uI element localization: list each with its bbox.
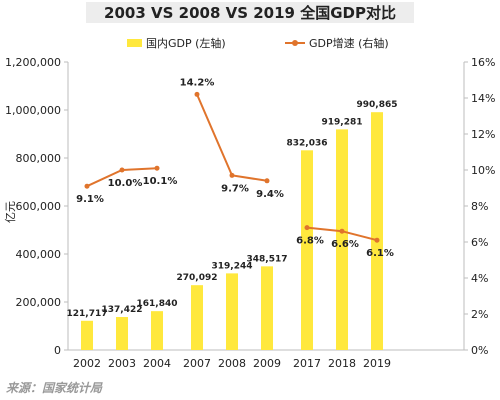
gdp-bar	[116, 317, 128, 350]
gdp-bar	[226, 273, 238, 350]
source-note: 来源：国家统计局	[6, 381, 103, 395]
x-axis-tick-label: 2018	[328, 357, 356, 370]
right-axis-tick-label: 0%	[471, 344, 488, 357]
right-axis-tick-label: 8%	[471, 200, 488, 213]
growth-point	[374, 237, 380, 243]
gdp-bar	[301, 150, 313, 350]
bar-value-label: 137,422	[102, 305, 143, 315]
growth-value-label: 6.6%	[331, 239, 359, 250]
bar-value-label: 919,281	[322, 117, 363, 127]
bar-value-label: 348,517	[247, 254, 288, 264]
growth-point	[154, 165, 160, 171]
gdp-bar	[191, 285, 203, 350]
gdp-bar	[151, 311, 163, 350]
x-axis-tick-label: 2019	[363, 357, 391, 370]
left-axis-tick-label: 200,000	[16, 296, 62, 309]
growth-value-label: 14.2%	[180, 77, 215, 88]
growth-value-label: 10.1%	[143, 176, 178, 187]
growth-value-label: 9.1%	[76, 194, 104, 205]
left-axis-tick-label: 600,000	[16, 200, 62, 213]
legend-bar-label: 国内GDP (左轴)	[146, 36, 226, 50]
right-axis-tick-label: 10%	[471, 164, 495, 177]
left-axis-label: 亿元	[4, 201, 17, 223]
growth-point	[84, 183, 90, 189]
legend-line-label: GDP增速 (右轴)	[309, 36, 389, 50]
x-axis-tick-label: 2017	[293, 357, 321, 370]
gdp-bar	[336, 129, 348, 350]
line-series	[84, 91, 380, 243]
x-axis-tick-label: 2004	[143, 357, 171, 370]
left-axis-tick-label: 1,200,000	[5, 56, 61, 69]
growth-point	[304, 225, 310, 231]
growth-value-label: 6.8%	[296, 236, 324, 247]
axes: 0 200,000 400,000 600,000 800,000 1,000,000 1,…	[5, 56, 495, 370]
x-axis-tick-label: 2008	[218, 357, 246, 370]
right-axis-tick-label: 2%	[471, 308, 488, 321]
growth-point	[339, 228, 345, 234]
legend-line-marker	[292, 40, 298, 46]
bar-value-label: 161,840	[137, 299, 178, 309]
right-axis-tick-label: 4%	[471, 272, 488, 285]
growth-point	[264, 178, 270, 184]
bar-value-label: 121,717	[67, 309, 108, 319]
right-axis-tick-label: 16%	[471, 56, 495, 69]
right-axis-tick-label: 14%	[471, 92, 495, 105]
growth-point	[194, 91, 200, 97]
growth-point	[119, 167, 125, 173]
growth-value-label: 9.4%	[256, 189, 284, 200]
gdp-bar	[261, 266, 273, 350]
x-axis-tick-label: 2003	[108, 357, 136, 370]
bar-value-label: 319,244	[212, 261, 253, 271]
gdp-bar	[81, 320, 93, 350]
left-axis-tick-label: 0	[54, 344, 61, 357]
growth-value-label: 10.0%	[108, 178, 143, 189]
left-axis-tick-label: 800,000	[16, 152, 62, 165]
chart-title: 2003 VS 2008 VS 2019 全国GDP对比	[104, 4, 396, 22]
legend-bar-swatch	[127, 39, 142, 47]
bar-value-label: 832,036	[287, 138, 328, 148]
x-axis-tick-label: 2002	[73, 357, 101, 370]
growth-value-label: 6.1%	[366, 248, 394, 259]
x-axis-tick-label: 2007	[183, 357, 211, 370]
left-axis-tick-label: 1,000,000	[5, 104, 61, 117]
bar-series	[81, 112, 383, 350]
bar-value-label: 270,092	[177, 273, 218, 283]
left-axis-tick-label: 400,000	[16, 248, 62, 261]
right-axis-tick-label: 12%	[471, 128, 495, 141]
x-axis-tick-label: 2009	[253, 357, 281, 370]
title-background	[86, 2, 414, 23]
growth-value-label: 9.7%	[221, 183, 249, 194]
gdp-bar	[371, 112, 383, 350]
growth-point	[229, 172, 235, 178]
bar-value-label: 990,865	[357, 100, 398, 110]
right-axis-tick-label: 6%	[471, 236, 488, 249]
